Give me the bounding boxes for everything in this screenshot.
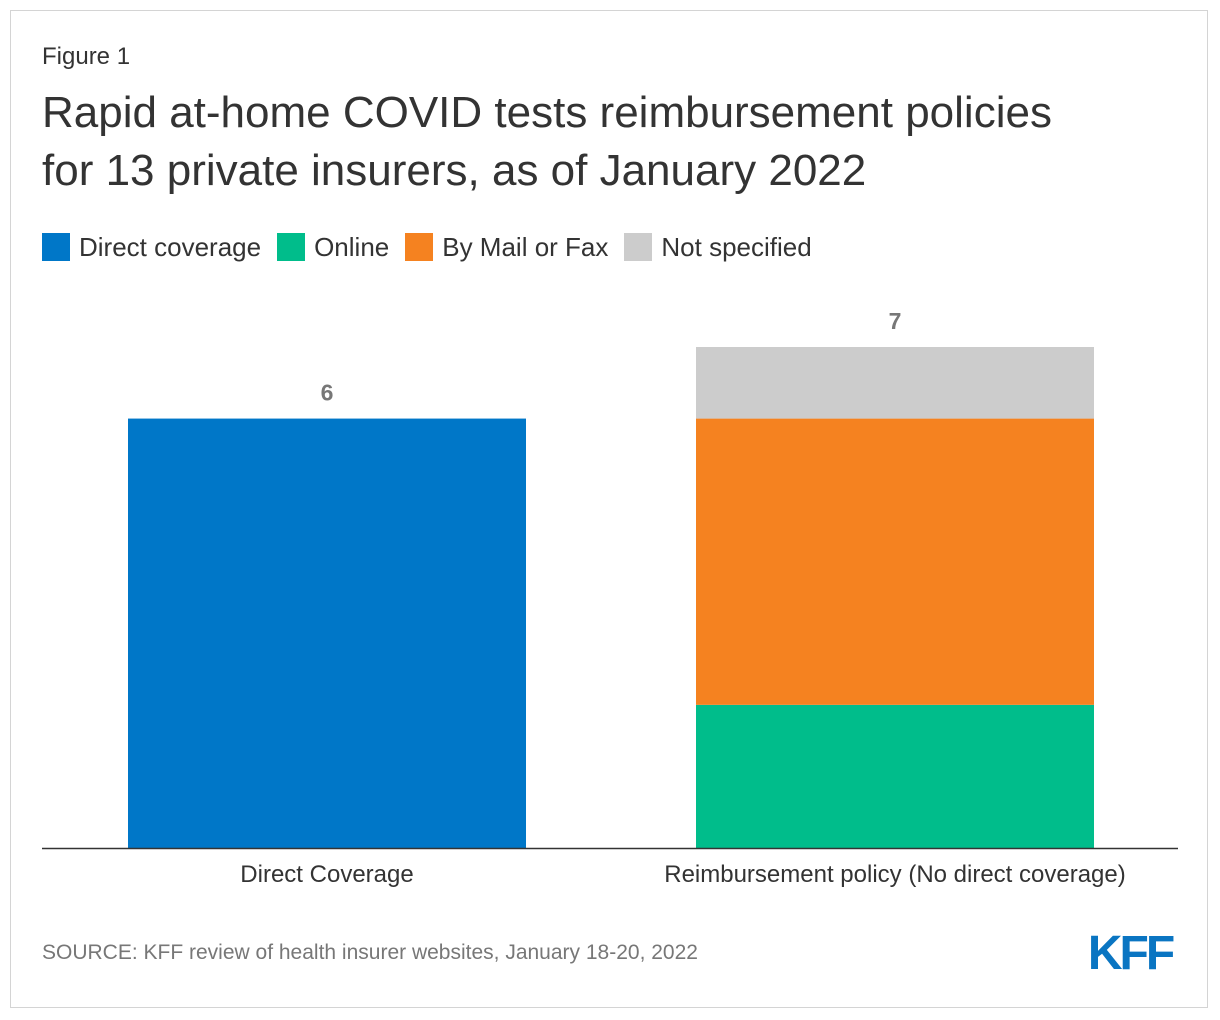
bar-segment-1-3: [696, 347, 1094, 419]
category-label-0: Direct Coverage: [240, 861, 413, 888]
bar-total-label-0: 6: [321, 380, 334, 406]
bar-total-label-1: 7: [889, 308, 902, 334]
source-note: SOURCE: KFF review of health insurer web…: [42, 941, 698, 964]
category-label-1: Reimbursement policy (No direct coverage…: [664, 861, 1126, 888]
bar-segment-1-1: [696, 704, 1094, 848]
legend-label-1: Online: [314, 231, 390, 262]
kff-logo: KFF: [1088, 928, 1177, 974]
legend-item-2: By Mail or Fax: [405, 232, 608, 263]
legend-item-3: Not specified: [624, 231, 812, 263]
legend-label-3: Not specified: [661, 231, 812, 262]
chart-title-line-1: Rapid at-home COVID tests reimbursement …: [42, 88, 1052, 137]
bar-chart: 6 Direct Coverage 7 Reimbursement policy (N…: [42, 308, 1178, 888]
figure-label: Figure 1: [42, 43, 131, 70]
legend-label-2: By Mail or Fax: [442, 231, 609, 262]
legend-label-0: Direct coverage: [79, 231, 262, 262]
legend-item-1: Online: [277, 232, 389, 263]
bar-segment-0-0: [128, 418, 526, 848]
chart-title: Rapid at-home COVID tests reimbursement …: [42, 84, 1192, 200]
legend-item-0: Direct coverage: [42, 232, 261, 263]
legend-swatch-3: [624, 233, 653, 261]
chart-title-line-2: for 13 private insurers, as of January 2…: [42, 146, 867, 195]
legend-swatch-1: [277, 233, 306, 261]
legend-swatch-0: [42, 233, 70, 261]
chart-legend: Direct coverage Online By Mail or Fax Not s…: [42, 232, 828, 262]
kff-logo-text: KFF: [1088, 928, 1174, 974]
bar-segment-1-2: [696, 418, 1094, 705]
legend-swatch-2: [405, 233, 434, 261]
